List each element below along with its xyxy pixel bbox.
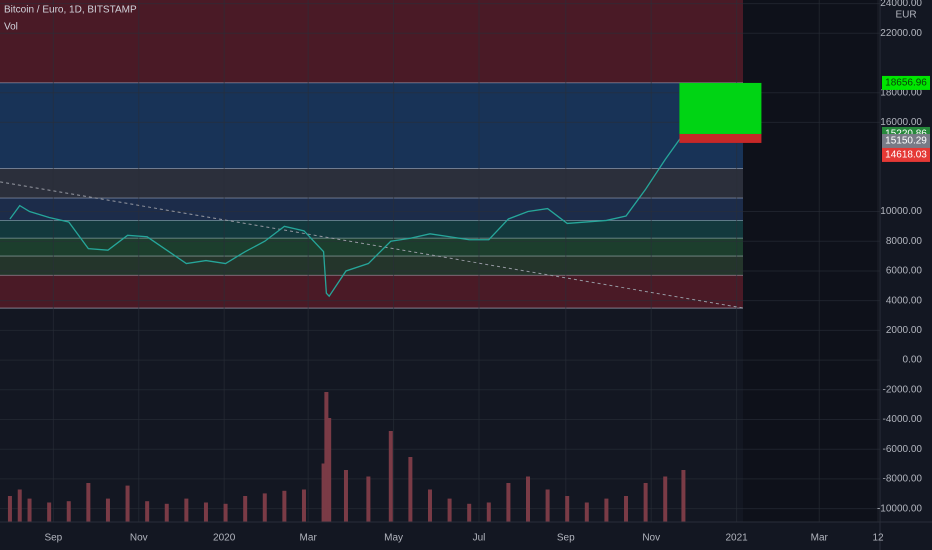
x-tick-label: 12 <box>872 533 884 544</box>
volume-bar <box>321 463 326 522</box>
y-tick-label: 2000.00 <box>886 325 923 336</box>
x-tick-label: Jul <box>473 533 486 544</box>
volume-bar <box>27 498 32 522</box>
volume-bar <box>388 431 393 522</box>
volume-bar <box>624 496 629 522</box>
volume-bar <box>243 496 248 522</box>
zone <box>0 168 743 199</box>
volume-bar <box>86 483 91 522</box>
volume-bar <box>125 485 130 522</box>
chart-title: Bitcoin / Euro, 1D, BITSTAMP <box>4 5 137 16</box>
zone <box>0 256 743 276</box>
price-tag <box>882 147 930 162</box>
volume-bar <box>366 476 371 522</box>
y-tick-label: 22000.00 <box>880 28 922 39</box>
volume-bar <box>681 470 686 522</box>
y-tick-label: -4000.00 <box>883 414 923 425</box>
x-tick-label: Sep <box>44 533 62 544</box>
volume-bar <box>66 501 71 522</box>
position-target <box>679 82 762 134</box>
volume-bar <box>526 476 530 522</box>
volume-bar <box>17 489 22 522</box>
x-tick-label: Nov <box>642 533 660 544</box>
y-tick-label: 18000.00 <box>880 87 922 98</box>
y-tick-label: 6000.00 <box>886 266 923 277</box>
zone <box>0 82 743 169</box>
volume-bar <box>506 483 511 522</box>
volume-bar <box>427 489 432 522</box>
volume-bar <box>184 498 189 522</box>
y-tick-label: -2000.00 <box>883 384 923 395</box>
volume-bar <box>343 470 348 522</box>
y-tick-label: -6000.00 <box>883 444 923 455</box>
y-tick-label: 8000.00 <box>886 236 923 247</box>
volume-bar <box>203 502 208 522</box>
currency: EUR <box>895 10 916 21</box>
volume-bar <box>262 493 267 522</box>
price-line <box>9 133 684 298</box>
zone <box>0 0 743 83</box>
volume-bar <box>223 503 228 522</box>
volume-bar <box>643 483 648 522</box>
price-tag-label: 15150.29 <box>885 136 927 147</box>
volume-bar <box>584 502 589 522</box>
price-tag-label: 14618.03 <box>885 150 927 161</box>
price-tag <box>882 75 930 90</box>
volume-bar <box>467 503 472 522</box>
volume-bar <box>324 392 329 522</box>
zone <box>0 275 743 309</box>
volume-bar <box>565 496 570 522</box>
x-tick-label: 2020 <box>213 533 236 544</box>
plot <box>0 0 880 522</box>
future-area <box>743 0 880 522</box>
x-tick-label: Mar <box>811 533 829 544</box>
price-tag-label: 18656.96 <box>885 78 927 89</box>
y-tick-label: 10000.00 <box>880 206 922 217</box>
volume-bar <box>604 498 609 522</box>
volume-bar <box>663 476 668 522</box>
x-tick-label: Sep <box>557 533 575 544</box>
y-tick-label: 24000.00 <box>880 0 922 9</box>
x-tick-label: 2021 <box>725 533 748 544</box>
volume-bar <box>327 418 332 522</box>
volume-bar <box>7 496 12 522</box>
volume-bar <box>486 502 491 522</box>
volume-label: Vol <box>4 22 18 33</box>
x-tick-label: May <box>384 533 403 544</box>
volume-bar <box>408 457 413 522</box>
y-tick-label: 16000.00 <box>880 117 922 128</box>
volume-bar <box>301 489 306 522</box>
position-stop <box>679 133 762 143</box>
volume-bar <box>47 502 52 522</box>
zone <box>0 238 743 257</box>
volume-bar <box>447 498 452 522</box>
y-tick-label: 0.00 <box>903 355 923 366</box>
volume-bar <box>164 503 169 522</box>
zone <box>0 198 743 221</box>
zone <box>0 220 743 239</box>
y-tick-label: -10000.00 <box>877 503 922 514</box>
y-tick-label: -8000.00 <box>883 474 923 485</box>
volume-bar <box>145 501 150 522</box>
volume-bar <box>105 498 110 522</box>
x-tick-label: Mar <box>300 533 318 544</box>
volume-bar <box>545 489 550 522</box>
y-tick-label: 4000.00 <box>886 295 923 306</box>
x-tick-label: Nov <box>130 533 148 544</box>
price-tag <box>882 134 930 149</box>
volume-bar <box>282 490 287 522</box>
